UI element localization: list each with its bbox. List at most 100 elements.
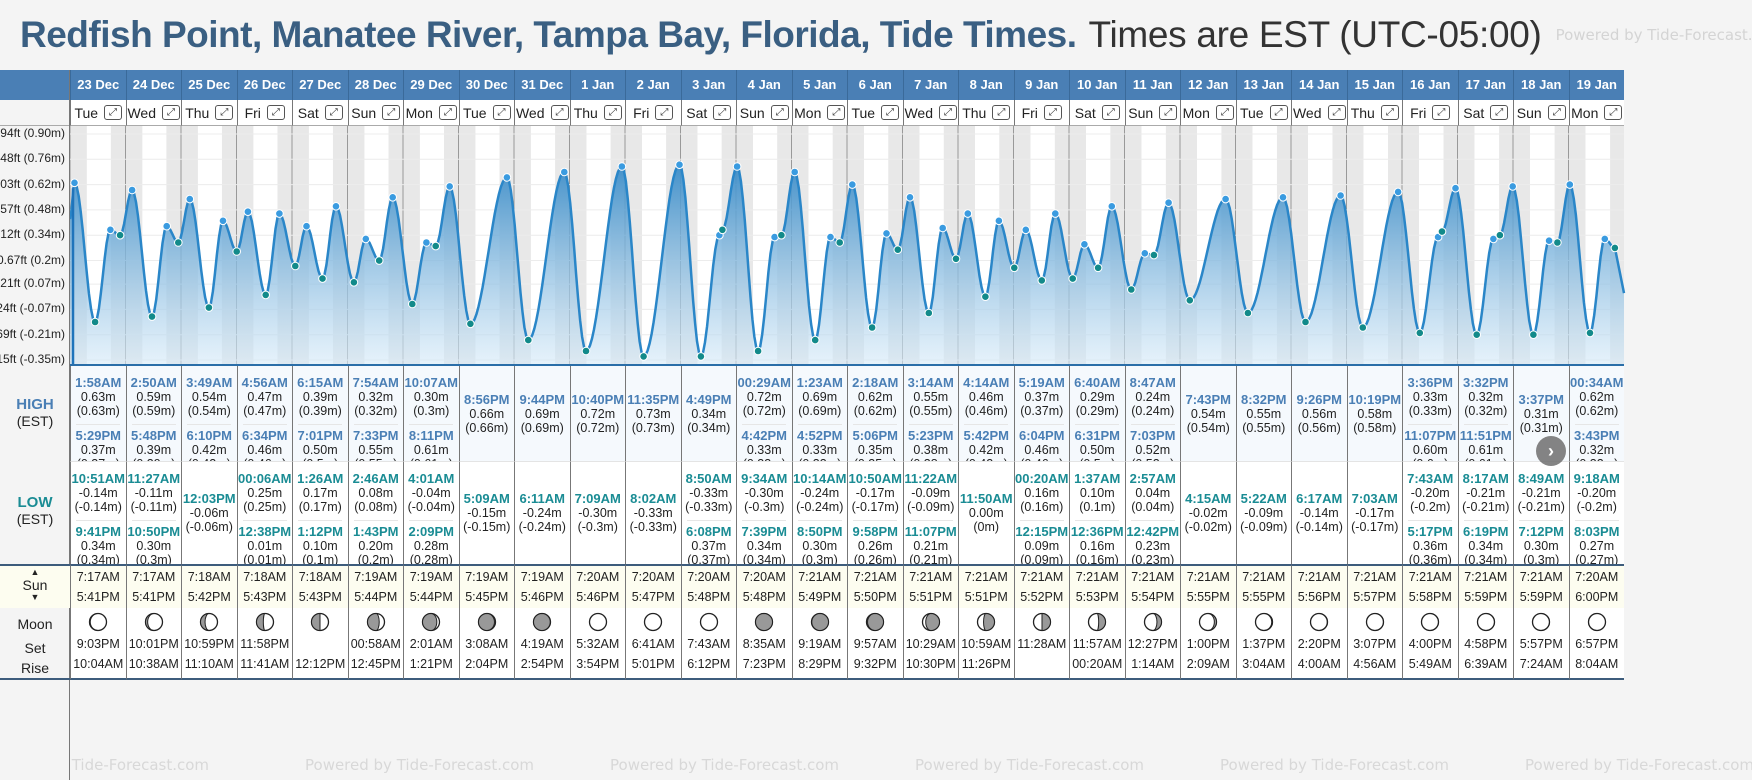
high-tide-point[interactable] <box>1080 240 1089 249</box>
high-tide-point[interactable] <box>790 167 800 177</box>
high-tide-point[interactable] <box>1544 236 1554 245</box>
low-tide-point[interactable] <box>981 292 990 301</box>
low-tide-point[interactable] <box>1495 230 1505 240</box>
expand-icon[interactable]: ⤢ <box>713 105 732 120</box>
high-tide-point[interactable] <box>361 234 371 244</box>
expand-icon[interactable]: ⤢ <box>1159 105 1178 120</box>
high-tide-point[interactable] <box>106 225 115 235</box>
low-tide-point[interactable] <box>951 254 961 264</box>
high-tide-point[interactable] <box>938 223 948 233</box>
low-tide-point[interactable] <box>232 247 241 256</box>
low-tide-point[interactable] <box>115 230 125 240</box>
expand-icon[interactable]: ⤢ <box>939 105 958 120</box>
expand-icon[interactable]: ⤢ <box>655 105 674 120</box>
low-tide-point[interactable] <box>893 245 903 254</box>
expand-icon[interactable]: ⤢ <box>1547 105 1566 120</box>
high-tide-point[interactable] <box>218 216 228 226</box>
low-tide-point[interactable] <box>1093 263 1103 273</box>
low-tide-point[interactable] <box>924 308 934 318</box>
low-tide-point[interactable] <box>90 317 100 327</box>
high-tide-point[interactable] <box>1164 198 1173 207</box>
low-tide-point[interactable] <box>777 230 786 240</box>
low-tide-point[interactable] <box>147 312 157 321</box>
high-tide-point[interactable] <box>1278 193 1288 202</box>
low-tide-point[interactable] <box>408 299 417 309</box>
low-tide-point[interactable] <box>318 274 327 283</box>
low-tide-point[interactable] <box>696 352 706 361</box>
expand-icon[interactable]: ⤢ <box>827 105 846 120</box>
low-tide-point[interactable] <box>810 335 820 345</box>
high-tide-point[interactable] <box>70 178 79 188</box>
low-tide-point[interactable] <box>524 335 533 345</box>
low-tide-point[interactable] <box>261 290 270 300</box>
high-tide-point[interactable] <box>1140 249 1150 258</box>
expand-icon[interactable]: ⤢ <box>1215 105 1234 120</box>
high-tide-point[interactable] <box>732 162 742 171</box>
expand-icon[interactable]: ⤢ <box>1043 105 1062 120</box>
high-tide-point[interactable] <box>1451 183 1460 193</box>
high-tide-point[interactable] <box>1393 187 1403 197</box>
high-tide-point[interactable] <box>127 185 137 195</box>
low-tide-point[interactable] <box>1437 227 1447 236</box>
high-tide-point[interactable] <box>185 194 195 204</box>
expand-icon[interactable]: ⤢ <box>770 105 789 120</box>
expand-icon[interactable]: ⤢ <box>382 105 401 120</box>
low-tide-point[interactable] <box>1185 296 1195 305</box>
low-tide-point[interactable] <box>867 323 877 332</box>
high-tide-point[interactable] <box>826 232 835 242</box>
high-tide-point[interactable] <box>905 193 915 202</box>
expand-icon[interactable]: ⤢ <box>438 105 457 120</box>
low-tide-point[interactable] <box>1243 308 1253 318</box>
low-tide-point[interactable] <box>1585 328 1595 338</box>
low-tide-point[interactable] <box>1301 317 1310 327</box>
high-tide-point[interactable] <box>1107 202 1117 211</box>
high-tide-point[interactable] <box>445 182 455 191</box>
expand-icon[interactable]: ⤢ <box>162 105 181 120</box>
expand-icon[interactable]: ⤢ <box>881 105 900 120</box>
low-tide-point[interactable] <box>1610 243 1620 253</box>
low-tide-point[interactable] <box>349 278 359 287</box>
expand-icon[interactable]: ⤢ <box>550 105 569 120</box>
high-tide-point[interactable] <box>243 207 253 216</box>
low-tide-point[interactable] <box>1037 276 1047 285</box>
low-tide-point[interactable] <box>718 225 727 235</box>
low-tide-point[interactable] <box>466 319 475 329</box>
expand-icon[interactable]: ⤢ <box>603 105 622 120</box>
expand-icon[interactable]: ⤢ <box>1490 105 1509 120</box>
high-tide-point[interactable] <box>1600 234 1610 244</box>
high-tide-point[interactable] <box>882 229 891 238</box>
high-tide-point[interactable] <box>162 221 171 231</box>
high-tide-point[interactable] <box>560 167 569 177</box>
expand-icon[interactable]: ⤢ <box>1327 105 1346 120</box>
high-tide-point[interactable] <box>1489 234 1498 244</box>
high-tide-point[interactable] <box>1021 225 1031 235</box>
high-tide-point[interactable] <box>1051 209 1060 218</box>
low-tide-point[interactable] <box>1149 250 1159 260</box>
expand-icon[interactable]: ⤢ <box>1380 105 1399 120</box>
high-tide-point[interactable] <box>1221 194 1230 204</box>
expand-icon[interactable]: ⤢ <box>1604 105 1623 120</box>
low-tide-point[interactable] <box>1553 238 1562 247</box>
low-tide-point[interactable] <box>1068 274 1078 283</box>
high-tide-point[interactable] <box>275 209 284 218</box>
low-tide-point[interactable] <box>204 303 214 312</box>
low-tide-point[interactable] <box>1127 285 1136 294</box>
scroll-next-button[interactable]: › <box>1536 436 1566 466</box>
low-tide-point[interactable] <box>174 238 183 247</box>
high-tide-point[interactable] <box>302 221 311 231</box>
low-tide-point[interactable] <box>1415 328 1425 338</box>
low-tide-point[interactable] <box>639 352 648 361</box>
high-tide-point[interactable] <box>617 162 627 171</box>
low-tide-point[interactable] <box>1358 323 1368 332</box>
high-tide-point[interactable] <box>963 209 973 218</box>
expand-icon[interactable]: ⤢ <box>492 105 511 120</box>
high-tide-point[interactable] <box>502 173 512 182</box>
low-tide-point[interactable] <box>581 346 591 356</box>
high-tide-point[interactable] <box>994 216 1004 226</box>
low-tide-point[interactable] <box>291 261 300 271</box>
expand-icon[interactable]: ⤢ <box>1101 105 1120 120</box>
expand-icon[interactable]: ⤢ <box>1269 105 1288 120</box>
high-tide-point[interactable] <box>848 180 857 189</box>
expand-icon[interactable]: ⤢ <box>1432 105 1451 120</box>
expand-icon[interactable]: ⤢ <box>104 105 123 120</box>
